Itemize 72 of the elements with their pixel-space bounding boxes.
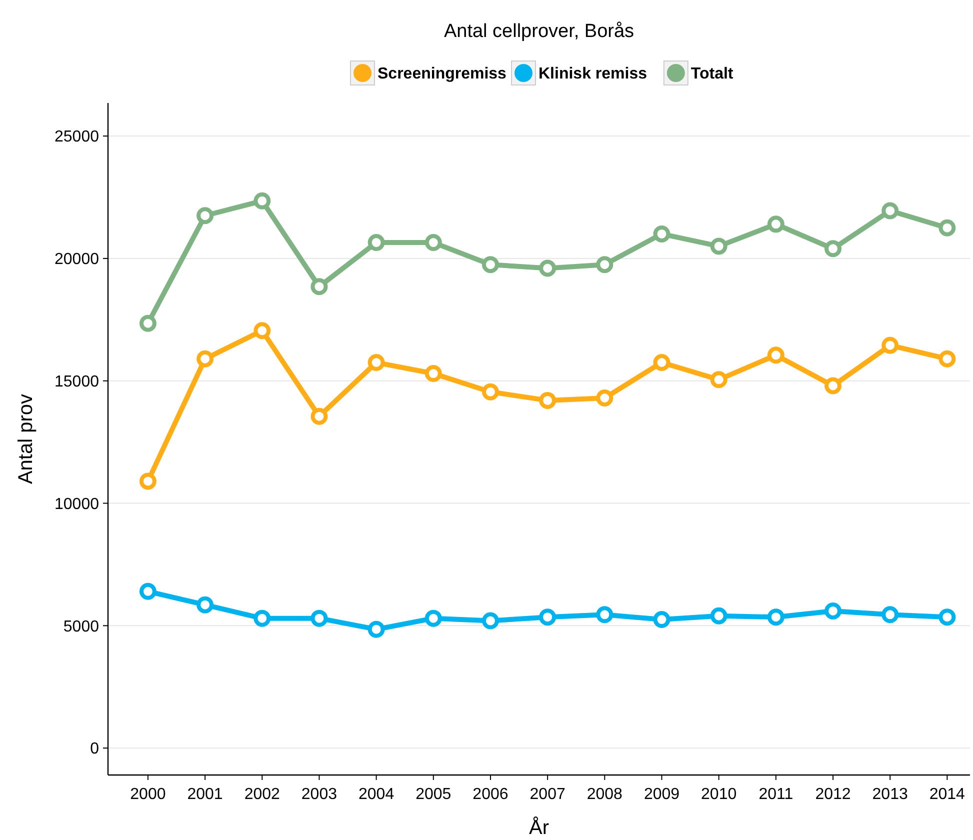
chart-title: Antal cellprover, Borås [444, 21, 634, 42]
point [368, 354, 385, 371]
point [824, 240, 842, 258]
point [653, 225, 670, 242]
point [539, 392, 556, 409]
point [196, 350, 214, 368]
point [938, 219, 956, 236]
point [310, 610, 328, 627]
x-tick-label: 2010 [701, 786, 737, 803]
y-tick-label: 15000 [54, 373, 100, 390]
point [139, 472, 156, 490]
x-tick-label: 2014 [929, 786, 966, 803]
y-tick-label: 0 [90, 740, 100, 758]
point [368, 620, 385, 638]
x-tick-label: 2009 [644, 786, 680, 803]
point [539, 608, 556, 626]
point [196, 596, 214, 614]
point [139, 582, 156, 600]
y-tick-label: 20000 [54, 251, 100, 268]
y-tick-label: 10000 [54, 496, 100, 513]
y-tick-label: 25000 [54, 128, 100, 146]
x-tick-label: 2001 [187, 786, 223, 803]
point [938, 350, 956, 368]
x-tick-label: 2002 [244, 786, 280, 803]
x-tick-label: 2008 [586, 786, 623, 803]
point [882, 606, 899, 624]
x-tick-label: 2011 [758, 786, 794, 803]
point [882, 336, 899, 354]
point [310, 408, 328, 425]
point [710, 607, 728, 624]
legend-label: Klinisk remiss [538, 66, 648, 83]
point [254, 610, 271, 627]
legend-label: Screeningremiss [378, 66, 507, 83]
point [596, 256, 614, 274]
x-axis-title: År [529, 816, 550, 839]
point [710, 238, 728, 255]
point [824, 377, 842, 394]
point [767, 346, 784, 364]
y-axis-title: Antal prov [15, 394, 37, 484]
point [310, 278, 328, 296]
x-tick-label: 2005 [416, 786, 452, 803]
point [882, 202, 899, 220]
point [653, 611, 670, 628]
point [767, 216, 784, 233]
point [424, 234, 442, 252]
point [767, 608, 784, 626]
point [139, 314, 156, 332]
point [254, 192, 271, 210]
x-tick-label: 2003 [301, 786, 338, 803]
point [196, 207, 214, 224]
point [482, 383, 499, 400]
legend-label: Totalt [690, 66, 734, 83]
x-tick-label: 2004 [358, 786, 394, 803]
point [938, 608, 956, 626]
point [596, 389, 614, 406]
point [824, 602, 842, 620]
x-tick-label: 2000 [130, 786, 166, 803]
x-tick-label: 2007 [530, 786, 566, 803]
point [539, 260, 556, 277]
point [368, 234, 385, 252]
point [424, 365, 442, 382]
x-tick-label: 2006 [472, 786, 508, 803]
point [596, 606, 614, 624]
x-tick-label: 2013 [872, 786, 908, 803]
point [424, 610, 442, 627]
point [254, 322, 271, 340]
point [710, 371, 728, 388]
point [482, 256, 499, 274]
y-tick-label: 5000 [63, 618, 100, 636]
x-tick-label: 2012 [815, 786, 851, 803]
point [653, 354, 670, 371]
point [482, 612, 499, 630]
